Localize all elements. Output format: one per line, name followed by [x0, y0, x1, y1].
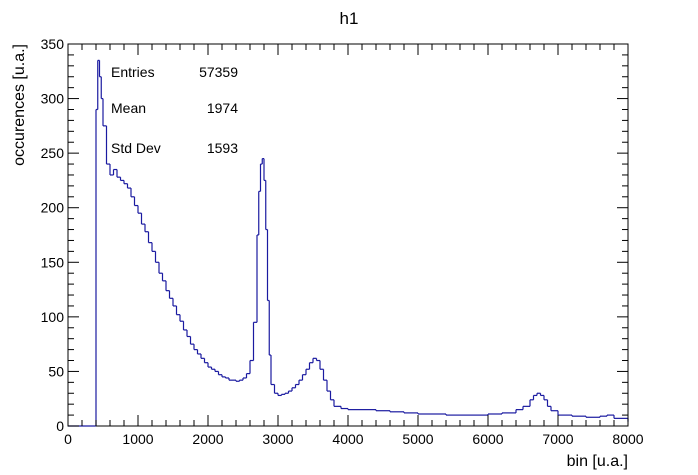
- y-tick-label: 100: [41, 309, 65, 325]
- histogram-bin: [183, 329, 188, 337]
- histogram-bin: [309, 358, 314, 364]
- histogram-bin: [127, 187, 132, 197]
- histogram-bin: [530, 395, 535, 401]
- histogram-bin: [162, 280, 167, 291]
- stats-mean-label: Mean: [111, 100, 146, 116]
- histogram-bin: [113, 168, 118, 178]
- histogram-bin: [243, 373, 248, 379]
- histogram-bin: [540, 394, 545, 400]
- x-axis-label: bin [u.a.]: [567, 453, 628, 470]
- axis-ticks: 0 1000 2000 3000 4000 5000 6000 7000 8000 0 50 100 1…: [41, 36, 644, 447]
- x-tick-label: 8000: [612, 431, 643, 447]
- x-tick-label: 7000: [542, 431, 573, 447]
- chart-title: h1: [340, 9, 359, 28]
- histogram-bin: [190, 343, 195, 350]
- histogram-bin: [265, 228, 269, 301]
- x-tick-label: 0: [64, 431, 72, 447]
- histogram-bin: [323, 379, 328, 392]
- stats-stddev-value: 1593: [207, 140, 238, 156]
- y-axis-label: occurences [u.a.]: [11, 44, 28, 166]
- x-tick-label: 4000: [332, 431, 363, 447]
- histogram-bin: [246, 360, 251, 375]
- histogram-bin: [148, 242, 153, 252]
- histogram-bin: [264, 179, 267, 230]
- stats-entries-label: Entries: [111, 64, 155, 80]
- histogram-bin: [258, 164, 262, 192]
- histogram-bin: [253, 235, 258, 323]
- histogram-bin: [269, 354, 272, 385]
- y-tick-label: 250: [41, 145, 65, 161]
- histogram-bin: [96, 60, 99, 111]
- histogram-bin: [295, 380, 300, 386]
- histogram-bin: [124, 183, 129, 189]
- histogram-bin: [262, 158, 265, 181]
- histogram-bin: [180, 320, 185, 330]
- histogram-bin: [97, 59, 101, 77]
- histogram-bin: [155, 261, 160, 274]
- histogram-bin: [141, 223, 146, 232]
- histogram-bin: [176, 314, 181, 322]
- histogram-bin: [187, 335, 192, 345]
- y-tick-label: 50: [48, 363, 64, 379]
- y-tick-label: 200: [41, 200, 65, 216]
- histogram-bin: [194, 349, 199, 354]
- histogram-bin: [257, 191, 260, 236]
- histogram-bin: [523, 399, 531, 407]
- histogram-bin: [110, 169, 115, 176]
- histogram-bin: [204, 362, 209, 368]
- histogram-bin: [145, 231, 150, 243]
- histogram-bin: [260, 158, 263, 165]
- histogram-bin: [134, 204, 139, 214]
- histogram-bin: [544, 399, 549, 407]
- histogram-bin: [159, 272, 164, 281]
- histogram-bin: [316, 359, 321, 370]
- histogram-bin: [152, 250, 157, 263]
- y-tick-label: 150: [41, 254, 65, 270]
- histogram-bin: [320, 368, 325, 381]
- stats-box: Entries 57359 Mean 1974 Std Dev 1593: [111, 64, 238, 156]
- x-tick-label: 1000: [122, 431, 153, 447]
- x-tick-label: 3000: [262, 431, 293, 447]
- histogram-bin: [173, 305, 178, 315]
- histogram-bin: [547, 405, 552, 411]
- histogram-series: [68, 59, 629, 427]
- y-tick-label: 300: [41, 91, 65, 107]
- histogram-bin: [101, 97, 104, 126]
- histogram-bin: [169, 297, 174, 306]
- histogram-bin: [138, 212, 143, 225]
- x-tick-label: 2000: [192, 431, 223, 447]
- histogram-bin: [106, 163, 111, 175]
- histogram-bin: [330, 399, 335, 407]
- histogram-bin: [197, 353, 202, 359]
- stats-entries-value: 57359: [199, 64, 238, 80]
- stats-mean-value: 1974: [207, 100, 238, 116]
- histogram-bin: [302, 369, 307, 376]
- histogram-bin: [267, 299, 270, 356]
- histogram-bin: [299, 374, 304, 381]
- histogram-bin: [103, 125, 108, 165]
- x-tick-label: 6000: [472, 431, 503, 447]
- y-tick-label: 350: [41, 36, 65, 52]
- histogram-bin: [327, 390, 332, 400]
- histogram-bin: [99, 76, 102, 99]
- histogram-bin: [271, 383, 276, 394]
- histogram-bin: [166, 290, 171, 299]
- y-tick-label: 0: [56, 418, 64, 434]
- histogram-bin: [131, 196, 136, 206]
- x-tick-label: 5000: [402, 431, 433, 447]
- histogram-bin: [250, 322, 255, 362]
- histogram-bin: [306, 362, 311, 370]
- histogram-bin: [551, 410, 559, 416]
- stats-stddev-label: Std Dev: [111, 140, 161, 156]
- histogram-bin: [201, 357, 206, 363]
